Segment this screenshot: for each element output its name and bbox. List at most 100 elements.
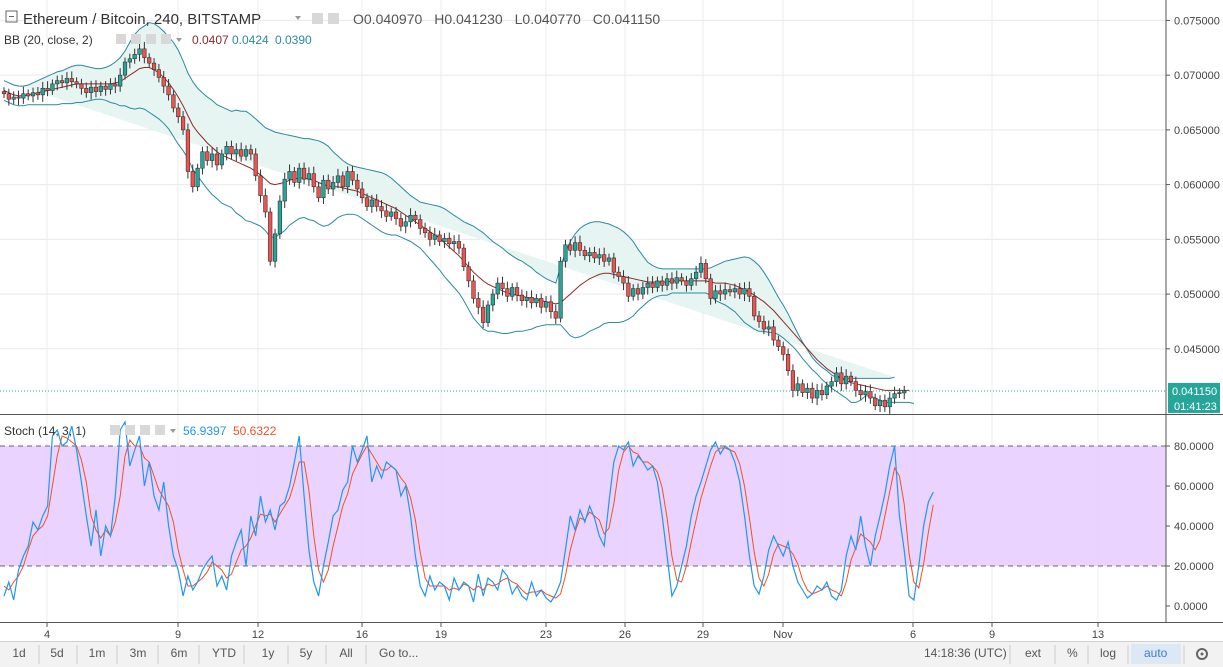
candle [103, 81, 108, 96]
candle-body-down [161, 77, 166, 87]
candle [476, 292, 481, 315]
candle-body-up [219, 153, 224, 166]
bb-upper-value: 0.0424 [232, 33, 269, 47]
candle-body-down [171, 94, 176, 109]
settings-gear-icon[interactable] [1196, 648, 1208, 660]
candle [543, 296, 549, 313]
candle-body-down [611, 257, 616, 273]
candle [868, 384, 873, 404]
price-axis[interactable]: 0.075000 0.070000 0.065000 0.060000 0.055000… [1166, 15, 1220, 356]
candle [331, 176, 336, 196]
candle [364, 193, 370, 211]
candle [514, 282, 520, 302]
bb-lower-line [3, 98, 915, 404]
candle-body-up [573, 242, 578, 251]
goto-button[interactable]: Go to... [379, 646, 418, 660]
range-button-all[interactable]: All [339, 646, 352, 660]
close-icon[interactable] [155, 425, 165, 435]
time-tick-label: 29 [697, 629, 709, 641]
range-button-1y[interactable]: 1y [262, 646, 275, 660]
candle-body-down [311, 173, 316, 188]
candle [224, 141, 229, 161]
candle [713, 285, 718, 304]
candle-body-down [239, 149, 244, 157]
plus-icon[interactable] [140, 425, 150, 435]
eye-icon[interactable] [110, 425, 120, 435]
range-button-1d[interactable]: 1d [12, 646, 25, 660]
range-button-6m[interactable]: 6m [171, 646, 188, 660]
candle-body-down [568, 244, 573, 251]
candle [89, 80, 94, 100]
stoch-tick-label: 80.0000 [1174, 441, 1214, 453]
stoch-tick-label: 60.0000 [1174, 481, 1214, 493]
candle [432, 227, 437, 246]
range-button-ytd[interactable]: YTD [212, 646, 236, 660]
gear-icon[interactable] [125, 425, 135, 435]
candle-body-up [345, 171, 350, 188]
stoch-axis[interactable]: 80.0000 60.0000 40.0000 20.0000 0.0000 [1166, 441, 1214, 613]
utc-clock[interactable]: 14:18:36 (UTC) [924, 646, 1007, 660]
percent-toggle[interactable]: % [1067, 646, 1078, 660]
chevron-down-icon[interactable] [170, 429, 176, 433]
bb-legend[interactable]: BB (20, close, 2) 0.0407 0.0424 0.0390 [4, 33, 312, 47]
candle [761, 315, 766, 335]
range-button-3m[interactable]: 3m [130, 646, 147, 660]
candle [142, 41, 147, 64]
auto-toggle-bg[interactable] [1131, 644, 1181, 664]
candle [74, 77, 79, 89]
close-value: 0.041150 [603, 11, 661, 27]
candle-body-up [403, 221, 408, 227]
range-button-5d[interactable]: 5d [50, 646, 63, 660]
auto-toggle[interactable]: auto [1144, 646, 1168, 660]
candle [616, 266, 621, 282]
candle-body-down [35, 92, 40, 96]
candle-body-up [195, 167, 200, 188]
bottom-toolbar: 1d 5d 1m 3m 6m YTD 1y 5y All Go to... 14:18:36 (… [0, 641, 1223, 667]
candle [524, 291, 529, 308]
candle [587, 247, 592, 263]
bb-upper-line [3, 22, 895, 379]
countdown-label: 01:41:23 [1174, 401, 1217, 413]
candle [447, 232, 452, 249]
candle [379, 200, 384, 218]
candle-body-up [55, 80, 60, 85]
chevron-down-icon[interactable] [295, 16, 301, 20]
range-button-1m[interactable]: 1m [89, 646, 106, 660]
candle-body-down [790, 370, 796, 391]
stoch-legend[interactable]: Stoch (14, 3, 1) 56.9397 50.6322 [4, 424, 277, 438]
candle-body-up [122, 61, 128, 76]
gear-icon[interactable] [131, 34, 141, 44]
candle-body-down [93, 86, 99, 92]
candle [776, 335, 781, 351]
symbol-title[interactable]: Ethereum / Bitcoin, 240, BITSTAMP [23, 11, 261, 28]
plus-icon[interactable] [146, 34, 156, 44]
range-button-5y[interactable]: 5y [300, 646, 313, 660]
candle-body-down [810, 387, 815, 399]
time-axis[interactable]: 4 9 12 16 19 23 26 29 Nov 6 9 13 [44, 622, 1104, 641]
close-icon[interactable] [161, 34, 171, 44]
bb-title[interactable]: BB (20, close, 2) [4, 33, 93, 47]
ext-toggle[interactable]: ext [1025, 646, 1042, 660]
chevron-down-icon[interactable] [176, 38, 182, 42]
collapse-icon[interactable] [5, 10, 18, 23]
candle [45, 81, 50, 97]
gear-icon[interactable] [328, 13, 339, 24]
candle-body-up [631, 288, 636, 297]
eye-icon[interactable] [312, 13, 323, 24]
bb-basis-value: 0.0407 [192, 33, 229, 47]
candle-body-up [558, 260, 563, 319]
candle [69, 71, 74, 88]
candle [277, 195, 282, 239]
candle [563, 239, 568, 268]
candle-body-down [727, 289, 733, 293]
stoch-title[interactable]: Stoch (14, 3, 1) [4, 424, 86, 438]
candle-body-down [350, 171, 355, 181]
log-toggle[interactable]: log [1100, 646, 1116, 660]
candle [297, 163, 302, 189]
candle-body-down [263, 195, 268, 213]
price-tick-label: 0.065000 [1174, 125, 1220, 137]
symbol-legend[interactable]: Ethereum / Bitcoin, 240, BITSTAMP O0.040… [5, 10, 661, 28]
eye-icon[interactable] [116, 34, 126, 44]
